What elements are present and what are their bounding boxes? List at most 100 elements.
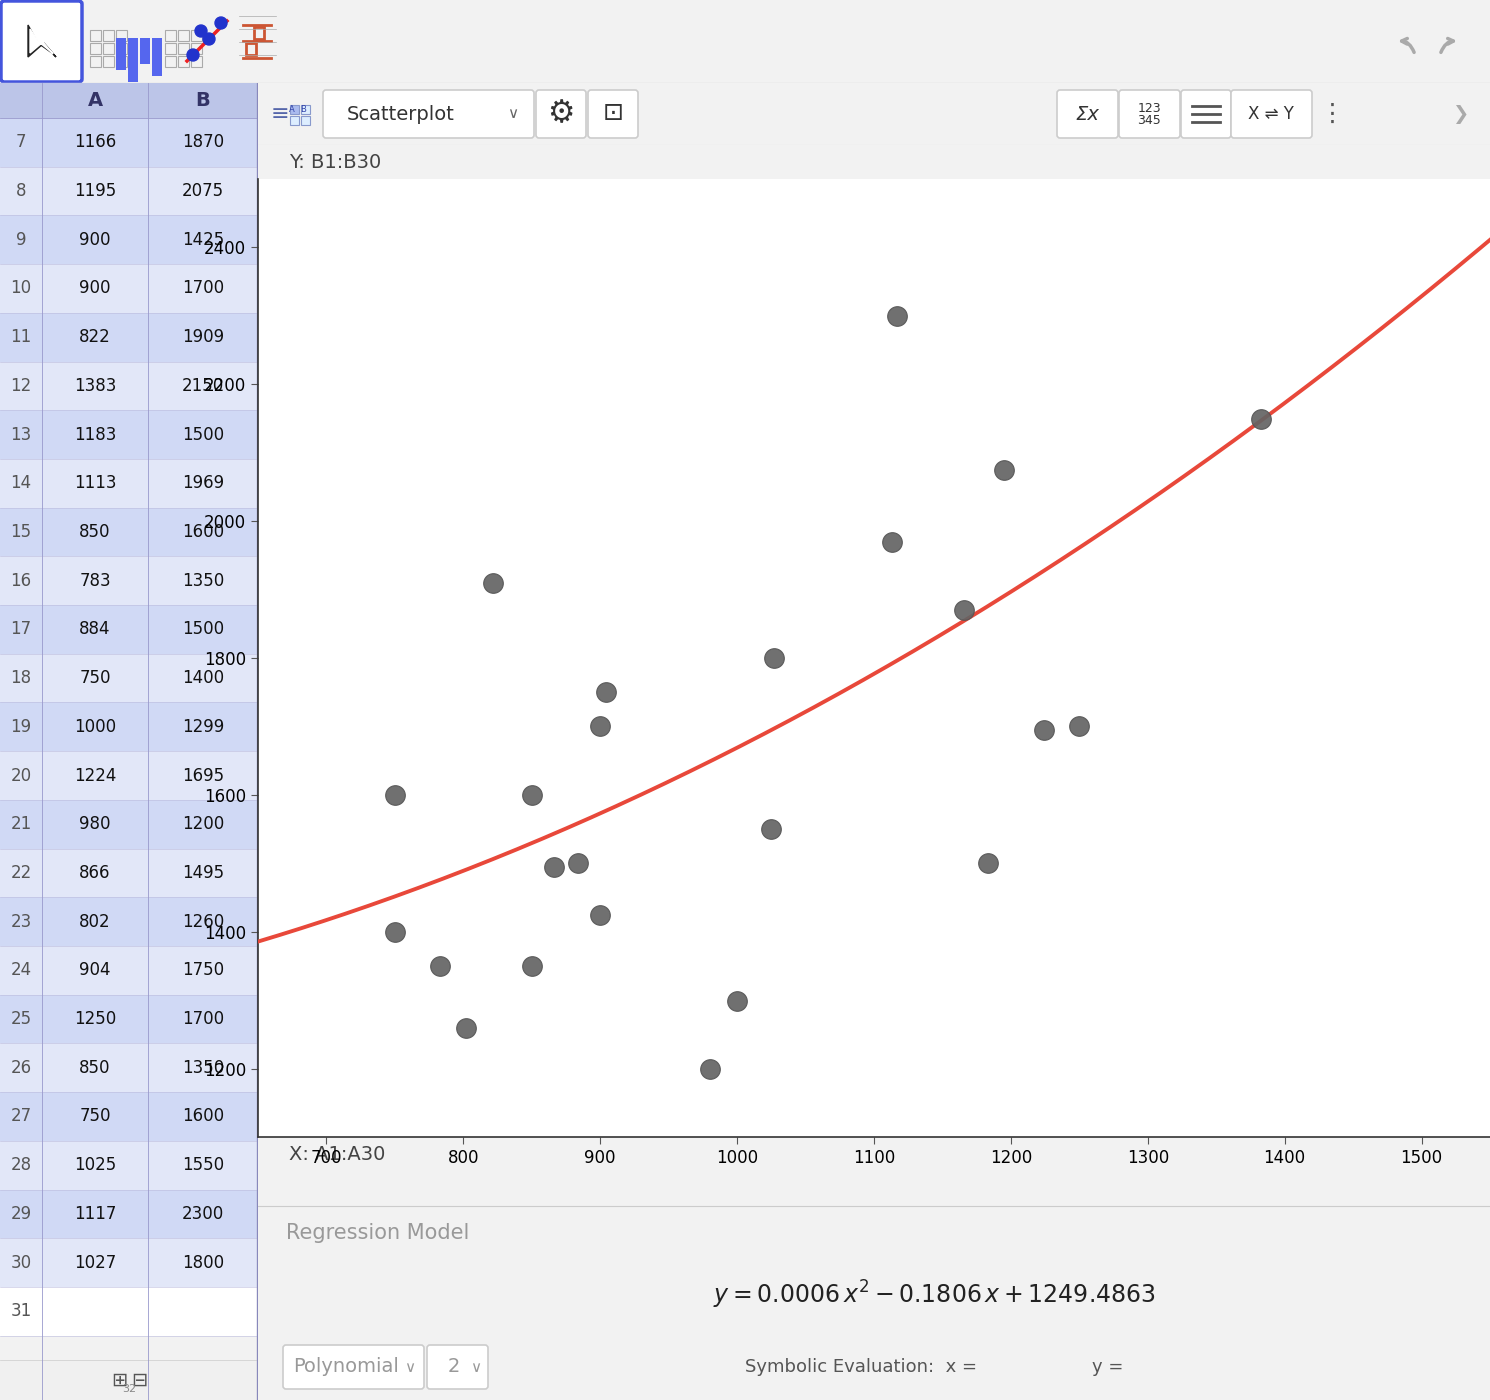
Text: 900: 900 bbox=[79, 231, 110, 249]
Point bbox=[885, 305, 909, 328]
Text: 22: 22 bbox=[10, 864, 31, 882]
FancyBboxPatch shape bbox=[1231, 90, 1313, 139]
Text: 2300: 2300 bbox=[182, 1205, 224, 1222]
Text: 345: 345 bbox=[1137, 113, 1161, 126]
Point bbox=[520, 955, 544, 977]
Text: 11: 11 bbox=[10, 328, 31, 346]
FancyBboxPatch shape bbox=[291, 116, 299, 125]
FancyBboxPatch shape bbox=[0, 1238, 258, 1287]
Text: $y = 0.0006\, x^{2} - 0.1806\, x + 1249.4863$: $y = 0.0006\, x^{2} - 0.1806\, x + 1249.… bbox=[712, 1280, 1155, 1310]
Point bbox=[697, 1057, 721, 1079]
FancyBboxPatch shape bbox=[0, 848, 258, 897]
Text: 1500: 1500 bbox=[182, 426, 224, 444]
Text: Symbolic Evaluation:  x =                    y =: Symbolic Evaluation: x = y = bbox=[745, 1358, 1123, 1376]
Text: 1425: 1425 bbox=[182, 231, 224, 249]
Text: 2075: 2075 bbox=[182, 182, 224, 200]
Text: 31: 31 bbox=[10, 1302, 31, 1320]
Text: 904: 904 bbox=[79, 962, 110, 980]
Text: B: B bbox=[195, 91, 210, 111]
Text: 1350: 1350 bbox=[182, 1058, 224, 1077]
Text: 1183: 1183 bbox=[74, 426, 116, 444]
FancyBboxPatch shape bbox=[1119, 90, 1180, 139]
Point bbox=[589, 715, 612, 738]
FancyBboxPatch shape bbox=[0, 459, 258, 508]
Text: ⊡: ⊡ bbox=[602, 101, 623, 125]
Text: 1700: 1700 bbox=[182, 1009, 224, 1028]
Point bbox=[383, 784, 407, 806]
Text: ⋮: ⋮ bbox=[1320, 102, 1344, 126]
FancyBboxPatch shape bbox=[128, 38, 139, 83]
Point bbox=[383, 921, 407, 944]
Text: 1000: 1000 bbox=[74, 718, 116, 736]
Text: B: B bbox=[299, 105, 305, 113]
FancyBboxPatch shape bbox=[1182, 90, 1231, 139]
Text: X: A1:A30: X: A1:A30 bbox=[289, 1145, 386, 1163]
FancyBboxPatch shape bbox=[0, 216, 258, 265]
FancyBboxPatch shape bbox=[0, 799, 258, 848]
FancyBboxPatch shape bbox=[0, 410, 258, 459]
Text: 1350: 1350 bbox=[182, 571, 224, 589]
FancyBboxPatch shape bbox=[428, 1345, 489, 1389]
Text: 23: 23 bbox=[10, 913, 31, 931]
Point bbox=[428, 955, 451, 977]
Text: 10: 10 bbox=[10, 280, 31, 297]
FancyBboxPatch shape bbox=[0, 361, 258, 410]
FancyBboxPatch shape bbox=[0, 605, 258, 654]
Text: 1250: 1250 bbox=[74, 1009, 116, 1028]
Text: 900: 900 bbox=[79, 280, 110, 297]
Text: 15: 15 bbox=[10, 524, 31, 540]
Point bbox=[481, 573, 505, 595]
Text: 1969: 1969 bbox=[182, 475, 224, 493]
Text: 21: 21 bbox=[10, 815, 31, 833]
FancyBboxPatch shape bbox=[116, 38, 127, 70]
Point bbox=[952, 599, 976, 622]
Text: 1600: 1600 bbox=[182, 524, 224, 540]
Circle shape bbox=[215, 17, 226, 29]
FancyBboxPatch shape bbox=[0, 654, 258, 703]
Point bbox=[763, 647, 787, 669]
Point bbox=[760, 818, 784, 840]
Text: 27: 27 bbox=[10, 1107, 31, 1126]
Circle shape bbox=[195, 25, 207, 36]
FancyBboxPatch shape bbox=[140, 38, 150, 64]
Point bbox=[542, 855, 566, 878]
Text: 1025: 1025 bbox=[74, 1156, 116, 1175]
Text: 822: 822 bbox=[79, 328, 110, 346]
Text: 1500: 1500 bbox=[182, 620, 224, 638]
Text: ⊞: ⊞ bbox=[110, 1371, 127, 1389]
Text: 9: 9 bbox=[16, 231, 27, 249]
FancyBboxPatch shape bbox=[0, 1287, 258, 1336]
Text: ❯: ❯ bbox=[1451, 105, 1468, 123]
FancyBboxPatch shape bbox=[0, 1141, 258, 1190]
FancyBboxPatch shape bbox=[0, 1359, 258, 1400]
Text: 1224: 1224 bbox=[74, 767, 116, 784]
Text: Scatterplot: Scatterplot bbox=[347, 105, 454, 123]
Text: Regression Model: Regression Model bbox=[286, 1224, 469, 1243]
Text: 884: 884 bbox=[79, 620, 110, 638]
FancyBboxPatch shape bbox=[283, 1345, 425, 1389]
Text: 1383: 1383 bbox=[74, 377, 116, 395]
Text: X ⇌ Y: X ⇌ Y bbox=[1249, 105, 1293, 123]
Text: 17: 17 bbox=[10, 620, 31, 638]
Point bbox=[726, 990, 749, 1012]
Circle shape bbox=[203, 34, 215, 45]
Text: A: A bbox=[88, 91, 103, 111]
Text: 1870: 1870 bbox=[182, 133, 224, 151]
FancyBboxPatch shape bbox=[0, 1043, 258, 1092]
Text: ⊟: ⊟ bbox=[131, 1371, 148, 1389]
Text: 18: 18 bbox=[10, 669, 31, 687]
Text: 19: 19 bbox=[10, 718, 31, 736]
Text: ≡: ≡ bbox=[271, 104, 289, 125]
FancyBboxPatch shape bbox=[0, 995, 258, 1043]
Text: 750: 750 bbox=[79, 669, 110, 687]
Text: Y: B1:B30: Y: B1:B30 bbox=[289, 153, 381, 172]
Circle shape bbox=[188, 49, 200, 62]
FancyBboxPatch shape bbox=[0, 118, 258, 167]
Text: ∨: ∨ bbox=[508, 106, 519, 122]
FancyBboxPatch shape bbox=[291, 105, 299, 113]
Text: 866: 866 bbox=[79, 864, 110, 882]
FancyBboxPatch shape bbox=[301, 116, 310, 125]
FancyBboxPatch shape bbox=[0, 897, 258, 946]
Text: 20: 20 bbox=[10, 767, 31, 784]
FancyBboxPatch shape bbox=[0, 83, 258, 118]
